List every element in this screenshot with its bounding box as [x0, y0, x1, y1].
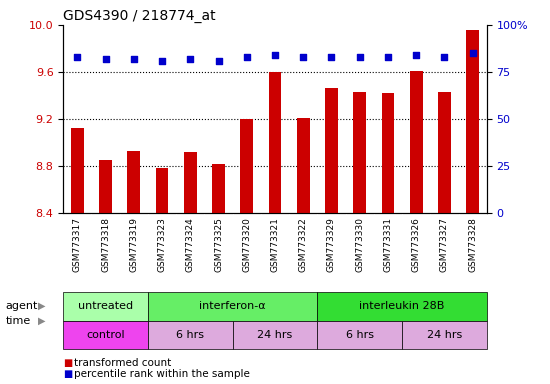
Text: agent: agent	[6, 301, 38, 311]
Text: ■: ■	[63, 369, 73, 379]
Text: untreated: untreated	[78, 301, 133, 311]
Text: GSM773322: GSM773322	[299, 217, 308, 272]
Point	[186, 56, 195, 62]
Bar	[240, 119, 253, 213]
Bar	[410, 71, 422, 213]
Point	[101, 56, 110, 62]
Bar	[148, 321, 233, 349]
Bar	[317, 292, 487, 321]
Bar	[402, 321, 487, 349]
Text: percentile rank within the sample: percentile rank within the sample	[74, 369, 250, 379]
Text: ▶: ▶	[37, 301, 45, 311]
Text: GSM773327: GSM773327	[440, 217, 449, 272]
Point	[271, 52, 279, 58]
Bar	[268, 72, 282, 213]
Bar	[99, 160, 112, 213]
Bar	[466, 30, 479, 213]
Bar	[63, 321, 148, 349]
Point	[327, 54, 336, 60]
Point	[73, 54, 82, 60]
Point	[440, 54, 449, 60]
Bar	[63, 292, 148, 321]
Text: GSM773320: GSM773320	[242, 217, 251, 272]
Bar	[382, 93, 394, 213]
Point	[412, 52, 421, 58]
Text: ■: ■	[63, 358, 73, 368]
Text: GSM773318: GSM773318	[101, 217, 110, 272]
Text: 6 hrs: 6 hrs	[346, 330, 373, 340]
Point	[383, 54, 392, 60]
Bar	[233, 321, 317, 349]
Bar	[438, 92, 451, 213]
Bar	[156, 169, 168, 213]
Text: GSM773328: GSM773328	[468, 217, 477, 272]
Point	[468, 50, 477, 56]
Point	[355, 54, 364, 60]
Bar	[317, 321, 402, 349]
Text: GSM773326: GSM773326	[411, 217, 421, 272]
Text: GSM773325: GSM773325	[214, 217, 223, 272]
Text: GSM773317: GSM773317	[73, 217, 82, 272]
Bar	[71, 128, 84, 213]
Point	[129, 56, 138, 62]
Text: GSM773319: GSM773319	[129, 217, 139, 272]
Point	[299, 54, 307, 60]
Text: GSM773331: GSM773331	[383, 217, 393, 272]
Text: GDS4390 / 218774_at: GDS4390 / 218774_at	[63, 8, 216, 23]
Text: time: time	[6, 316, 31, 326]
Text: interferon-α: interferon-α	[199, 301, 266, 311]
Text: GSM773330: GSM773330	[355, 217, 364, 272]
Text: 6 hrs: 6 hrs	[177, 330, 204, 340]
Bar	[325, 88, 338, 213]
Bar	[297, 118, 310, 213]
Text: GSM773324: GSM773324	[186, 217, 195, 272]
Text: transformed count: transformed count	[74, 358, 172, 368]
Text: 24 hrs: 24 hrs	[427, 330, 462, 340]
Point	[214, 58, 223, 64]
Text: GSM773329: GSM773329	[327, 217, 336, 272]
Bar	[184, 152, 197, 213]
Point	[158, 58, 167, 64]
Text: interleukin 28B: interleukin 28B	[359, 301, 445, 311]
Text: 24 hrs: 24 hrs	[257, 330, 293, 340]
Point	[243, 54, 251, 60]
Text: ▶: ▶	[37, 316, 45, 326]
Bar	[148, 292, 317, 321]
Text: GSM773321: GSM773321	[271, 217, 279, 272]
Bar	[212, 164, 225, 213]
Bar	[128, 151, 140, 213]
Bar	[353, 92, 366, 213]
Text: GSM773323: GSM773323	[157, 217, 167, 272]
Text: control: control	[86, 330, 125, 340]
